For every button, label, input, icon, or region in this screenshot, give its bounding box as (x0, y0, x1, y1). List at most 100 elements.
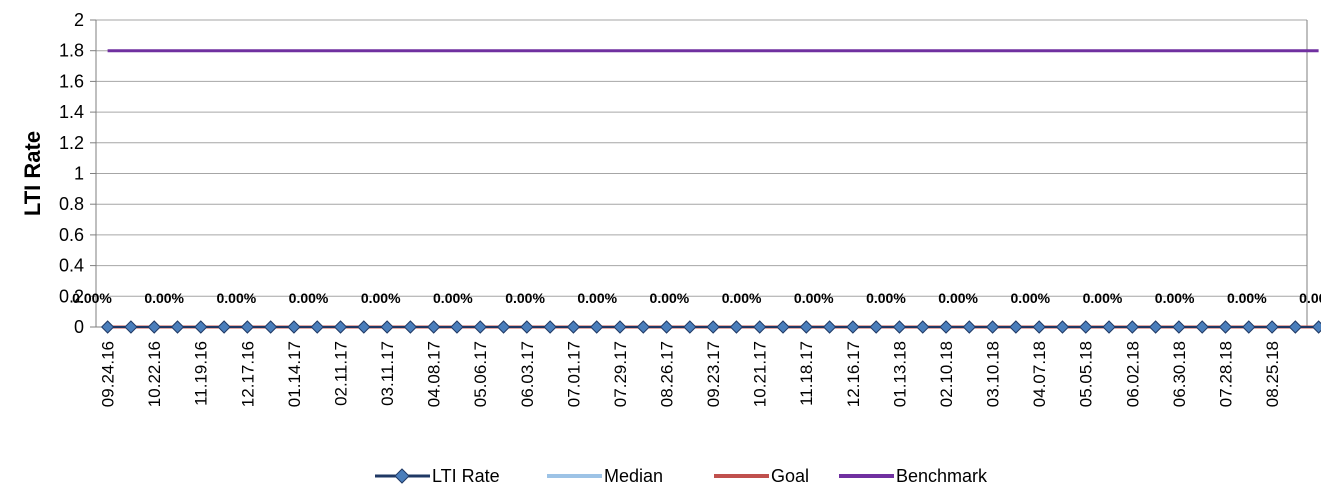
x-tick-label: 10.22.16 (145, 341, 164, 407)
data-point (985, 320, 1000, 334)
x-tick-label: 01.14.17 (285, 341, 304, 407)
x-tick-label: 04.07.18 (1030, 341, 1049, 407)
data-point (543, 320, 557, 334)
x-tick-label: 03.10.18 (984, 341, 1003, 407)
data-label: 0.00% (433, 290, 473, 306)
data-point (217, 320, 231, 334)
data-point (799, 320, 814, 334)
x-tick-label: 04.08.17 (425, 341, 444, 407)
data-label: 0.00% (577, 290, 617, 306)
data-label: 0.00% (289, 290, 329, 306)
data-label: 0.00% (938, 290, 978, 306)
data-point (1102, 320, 1116, 334)
x-tick-label: 01.13.18 (890, 341, 909, 407)
data-point (1218, 320, 1233, 334)
y-tick-label: 0.2 (59, 286, 84, 306)
data-point (683, 320, 697, 334)
data-point (869, 320, 883, 334)
y-tick-label: 2 (74, 10, 84, 30)
data-label: 0.00% (505, 290, 545, 306)
data-point (566, 320, 581, 334)
data-point (496, 320, 511, 334)
legend-label-goal: Goal (771, 466, 809, 486)
data-point (450, 320, 464, 334)
x-tick-label: 06.03.17 (518, 341, 537, 407)
y-tick-label: 0 (74, 317, 84, 337)
x-tick-label: 10.21.17 (751, 341, 770, 407)
data-point (1148, 320, 1163, 334)
data-point (170, 320, 185, 334)
data-point (287, 320, 301, 334)
x-tick-label: 05.05.18 (1077, 341, 1096, 407)
data-label: 0.00% (1299, 290, 1321, 306)
y-tick-label: 1.2 (59, 133, 84, 153)
data-label: 0.00% (217, 290, 257, 306)
data-point (473, 320, 487, 334)
x-tick-label: 09.24.16 (99, 341, 118, 407)
x-tick-label: 03.11.17 (378, 341, 397, 406)
x-tick-label: 12.16.17 (844, 341, 863, 407)
data-point (403, 320, 418, 334)
x-tick-label: 05.06.17 (471, 341, 490, 407)
data-point (1009, 320, 1023, 334)
data-point (147, 320, 161, 334)
data-point (1032, 320, 1046, 334)
data-label: 0.00% (361, 290, 401, 306)
data-point (426, 320, 441, 334)
x-tick-label: 02.11.17 (331, 341, 350, 406)
x-tick-label: 02.10.18 (937, 341, 956, 407)
y-tick-label: 0.6 (59, 225, 84, 245)
data-point (939, 320, 953, 334)
legend-marker-icon (394, 468, 410, 484)
y-axis-title: LTI Rate (20, 131, 45, 216)
data-point (1242, 320, 1256, 334)
data-label: 0.00% (144, 290, 184, 306)
data-point (776, 320, 790, 334)
y-tick-label: 1.8 (59, 41, 84, 61)
x-tick-label: 07.28.18 (1216, 341, 1235, 407)
data-point (729, 320, 744, 334)
x-tick-label: 07.29.17 (611, 341, 630, 407)
data-point (194, 320, 208, 334)
x-tick-label: 08.25.18 (1263, 341, 1282, 407)
x-tick-label: 06.30.18 (1170, 341, 1189, 407)
data-point (1125, 320, 1140, 334)
data-point (846, 320, 860, 334)
data-point (589, 320, 604, 334)
legend-label-benchmark: Benchmark (896, 466, 988, 486)
data-point (357, 320, 371, 334)
x-tick-label: 09.23.17 (704, 341, 723, 407)
data-label: 0.00% (722, 290, 762, 306)
data-label: 0.00% (1155, 290, 1195, 306)
data-label: 0.00% (1010, 290, 1050, 306)
data-point (100, 320, 115, 334)
x-tick-label: 12.17.16 (238, 341, 257, 407)
data-point (333, 320, 348, 334)
y-tick-label: 1.6 (59, 71, 84, 91)
data-point (1288, 320, 1303, 334)
data-point (380, 320, 394, 334)
x-tick-label: 07.01.17 (564, 341, 583, 407)
data-label: 0.00% (794, 290, 834, 306)
legend-label-median: Median (604, 466, 663, 486)
data-label: 0.00% (650, 290, 690, 306)
x-tick-label: 11.19.16 (192, 341, 211, 406)
data-point (1265, 320, 1279, 334)
data-point (124, 320, 138, 334)
data-point (822, 320, 837, 334)
data-label: 0.00% (1083, 290, 1123, 306)
data-label: 0.00% (866, 290, 906, 306)
data-point (310, 320, 324, 334)
x-tick-label: 11.18.17 (797, 341, 816, 406)
data-label: 0.00% (1227, 290, 1267, 306)
y-tick-label: 1.4 (59, 102, 84, 122)
data-point (706, 320, 720, 334)
x-tick-label: 08.26.17 (658, 341, 677, 407)
data-point (613, 320, 627, 334)
y-tick-label: 1 (74, 164, 84, 184)
data-point (1311, 320, 1321, 334)
data-point (1079, 320, 1093, 334)
data-point (892, 320, 907, 334)
